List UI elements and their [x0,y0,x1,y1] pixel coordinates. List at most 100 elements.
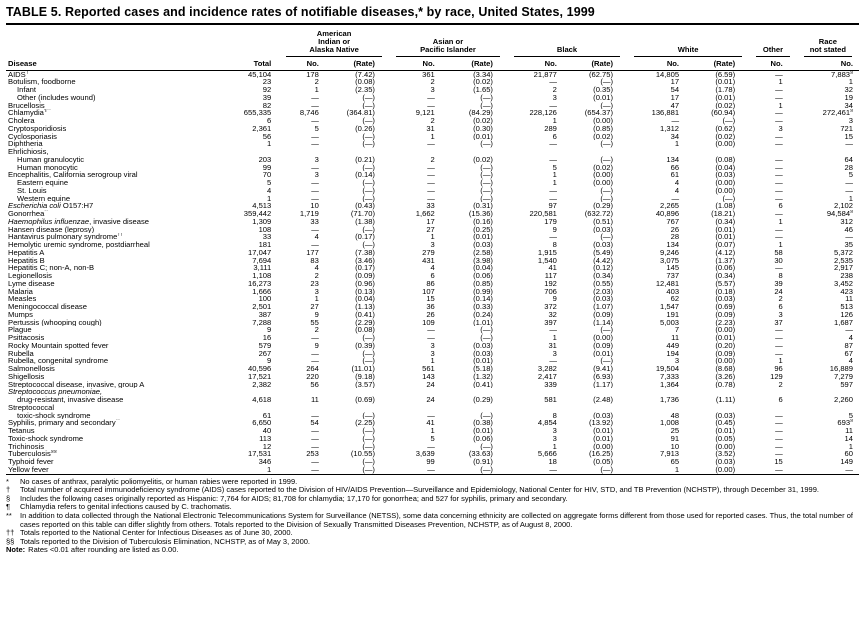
cell: 11 [310,396,319,404]
cell: 561 [422,365,435,373]
cell: (0.85) [473,279,493,288]
cell: (1.13) [355,303,375,311]
table-row: Streptococcal [6,404,859,412]
disease-name: Cyclosporiasis [8,132,57,141]
cell: (0.07) [715,241,736,249]
cell: 5 [267,179,272,187]
footnote-symbol: † [6,485,11,495]
cell: (—) [362,179,375,187]
cell: 41 [426,419,435,428]
cell: — [549,186,557,195]
cell: — [775,264,783,273]
cell: — [311,349,319,358]
cell: 1 [430,427,435,435]
cell: (0.03) [473,241,493,249]
cell: 1 [778,101,783,110]
cell: (0.21) [355,155,375,164]
cell: (—) [480,194,493,203]
cell: 4 [314,233,319,242]
group-asian-pacific-islander: Asian or Pacific Islander [389,27,507,57]
cell: (3.34) [473,70,493,79]
cell: 581 [544,396,557,404]
cell [389,404,443,412]
cell: (0.26) [355,124,375,133]
cell: 5 [314,124,319,133]
cell [797,404,859,412]
cell: 1 [267,194,272,203]
cell: 7,883§ [831,70,853,79]
cell: (—) [600,101,614,110]
cell: — [775,140,783,149]
cell: — [845,233,853,242]
cell: 7 [674,326,680,335]
cell: — [311,465,319,474]
cell: (0.14) [355,171,375,180]
cell: 4 [848,334,853,342]
disease-name: Plague [8,326,32,335]
table-row: Shigellosis 17,521 220 (9.18) 143 (1.32) 2,417… [6,373,859,381]
cell: (3.46) [355,256,375,265]
disease-name: St. Louis [17,186,47,195]
disease-name: Salmonellosis [8,365,55,373]
cell: 17 [426,217,435,226]
cell: — [775,434,783,443]
cell: 145 [666,264,680,273]
cell: (0.06) [715,264,736,273]
table-row: Salmonellosis 40,596 264 (11.01) 561 (5.18) 3,… [6,365,859,373]
cell: 55 [310,318,319,327]
disease-name: Shigellosis [8,372,45,381]
cell: (71.70) [350,210,375,218]
cell: (—) [362,117,375,125]
cell: (—) [362,427,375,435]
cell: 279 [422,248,435,257]
cell: 7,333 [660,372,680,381]
cell: 15 [844,132,853,141]
cell: (0.03) [593,411,614,420]
cell: (0.85) [593,124,614,133]
cell: — [311,101,319,110]
cell: — [845,179,853,187]
cell: (—) [362,93,375,102]
disease-name: Typhoid fever [8,458,54,466]
table-row: Brucellosis 82 — (—) — (—) — (—) 47 (0.02) 1 34 [6,102,859,110]
cell: 397 [544,318,557,327]
cell: — [311,427,319,435]
cell: (0.09) [593,310,614,319]
cell: (0.17) [355,264,375,273]
cell: 8,746 [299,109,319,118]
cell: — [427,334,435,342]
disease-name: Syphilis, primary and secondary** [8,419,120,428]
cell [627,404,687,412]
cell: 3 [674,357,680,366]
column-header-total: Total [221,56,280,71]
cell: 31 [548,341,557,350]
cell: (0.41) [473,380,493,389]
group-american-indian-alaska-native: American Indian or Alaska Native [279,27,389,57]
cell: — [549,357,557,366]
cell: 99 [426,458,435,466]
cell [565,388,627,396]
cell: (1.38) [355,217,375,226]
cell: (0.02) [715,132,736,141]
disease-name: Measles [8,295,37,304]
cell: 3 [314,171,319,180]
cell: (—) [480,442,493,451]
cell [279,148,327,156]
cell: (—) [362,334,375,342]
cell: (0.00) [593,171,614,180]
cell: 1 [430,132,435,141]
cell: 3,282 [537,365,557,373]
disease-name: Hepatitis A [8,248,45,257]
cell: — [311,186,319,195]
footnote: * No cases of anthrax, paralytic poliomye… [6,477,859,487]
cell: (—) [362,349,375,358]
cell: 26 [670,225,680,234]
cell: 5,372 [833,248,853,257]
cell: 32 [844,86,853,94]
cell: 16,889 [829,365,853,373]
cell: 10 [670,442,680,451]
cell: — [311,357,319,366]
cell [443,404,507,412]
cell: 1,364 [660,380,680,389]
cell: 56 [262,132,272,141]
